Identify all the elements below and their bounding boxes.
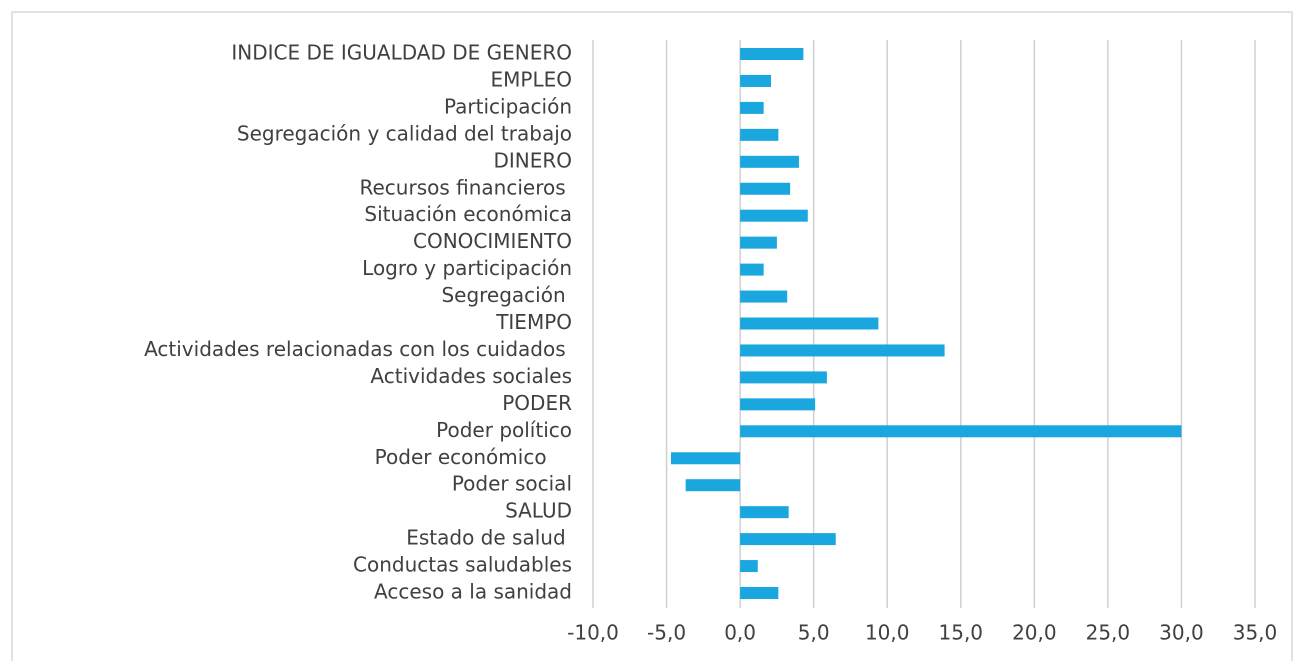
bar bbox=[740, 155, 799, 168]
bar bbox=[740, 344, 945, 357]
y-tick-label: SALUD bbox=[505, 499, 572, 523]
bar bbox=[740, 371, 827, 384]
y-tick-label: Logro y participación bbox=[362, 256, 572, 280]
bar bbox=[740, 209, 808, 222]
bar bbox=[740, 317, 879, 330]
y-tick-label: Recursos financieros bbox=[360, 175, 573, 199]
x-tick-label: 15,0 bbox=[939, 621, 984, 645]
bar bbox=[740, 398, 816, 411]
bar bbox=[740, 236, 777, 249]
chart-border bbox=[11, 11, 1293, 661]
y-tick-label: CONOCIMIENTO bbox=[413, 229, 572, 253]
bar bbox=[740, 560, 758, 573]
x-tick-label: 0,0 bbox=[724, 621, 756, 645]
y-tick-label: EMPLEO bbox=[491, 67, 572, 91]
bar bbox=[740, 182, 791, 195]
y-tick-label: Poder económico bbox=[375, 445, 572, 469]
bar bbox=[740, 128, 779, 141]
x-tick-label: 20,0 bbox=[1012, 621, 1057, 645]
y-tick-label: Actividades relacionadas con los cuidado… bbox=[144, 337, 572, 361]
bar bbox=[740, 587, 779, 599]
y-tick-label: Conductas saludables bbox=[353, 553, 572, 577]
x-tick-label: 25,0 bbox=[1086, 621, 1131, 645]
bar bbox=[685, 479, 741, 492]
x-tick-label: -5,0 bbox=[647, 621, 686, 645]
bar bbox=[740, 533, 836, 546]
bar bbox=[670, 452, 741, 465]
x-tick-label: -10,0 bbox=[567, 621, 619, 645]
y-tick-label: Poder social bbox=[452, 472, 572, 496]
y-tick-label: TIEMPO bbox=[495, 310, 572, 334]
y-tick-label: Situación económica bbox=[364, 202, 572, 226]
y-tick-label: Estado de salud bbox=[406, 526, 572, 550]
y-tick-label: Actividades sociales bbox=[370, 364, 572, 388]
x-tick-label: 10,0 bbox=[865, 621, 910, 645]
bar bbox=[740, 48, 804, 60]
bar bbox=[740, 101, 764, 114]
y-tick-label: INDICE DE IGUALDAD DE GENERO bbox=[231, 41, 572, 65]
x-tick-label: 30,0 bbox=[1159, 621, 1204, 645]
bar bbox=[740, 263, 764, 276]
y-tick-label: PODER bbox=[502, 391, 572, 415]
bar bbox=[740, 425, 1182, 438]
x-tick-label: 35,0 bbox=[1233, 621, 1278, 645]
bar bbox=[740, 290, 788, 303]
bar bbox=[740, 74, 772, 87]
y-tick-label: Segregación y calidad del trabajo bbox=[237, 121, 572, 145]
y-tick-label: Segregación bbox=[441, 283, 572, 307]
y-tick-label: DINERO bbox=[493, 148, 572, 172]
x-tick-label: 5,0 bbox=[798, 621, 830, 645]
bar bbox=[740, 506, 789, 519]
y-tick-label: Acceso a la sanidad bbox=[374, 580, 572, 604]
y-tick-label: Participación bbox=[444, 94, 572, 118]
y-tick-label: Poder político bbox=[436, 418, 572, 442]
